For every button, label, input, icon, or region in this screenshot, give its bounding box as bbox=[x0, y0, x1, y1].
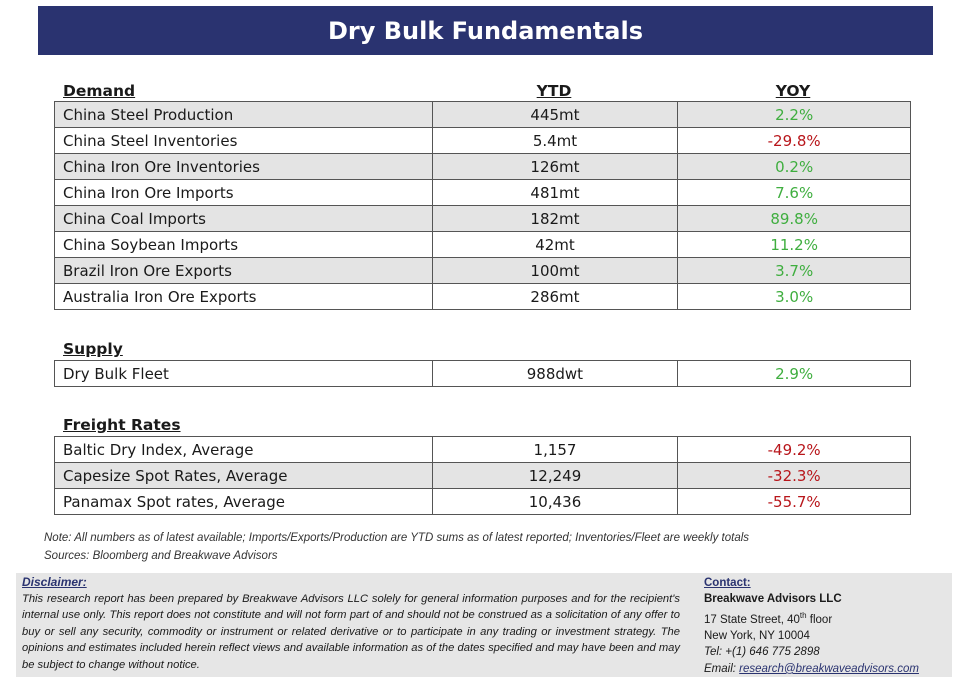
row-ytd-value: 42mt bbox=[431, 231, 679, 258]
contact-company: Breakwave Advisors LLC bbox=[704, 593, 842, 606]
row-label: Panamax Spot rates, Average bbox=[54, 488, 433, 515]
footer-panel: Disclaimer: This research report has bee… bbox=[16, 573, 952, 677]
page-title-banner: Dry Bulk Fundamentals bbox=[38, 6, 933, 55]
row-label: China Steel Production bbox=[54, 101, 433, 128]
supply-table: Dry Bulk Fleet 988dwt 2.9% bbox=[54, 360, 911, 387]
row-ytd-value: 126mt bbox=[431, 153, 679, 180]
page-title: Dry Bulk Fundamentals bbox=[328, 16, 643, 45]
contact-title: Contact: bbox=[704, 577, 751, 589]
table-row: Capesize Spot Rates, Average 12,249 -32.3% bbox=[54, 462, 911, 489]
row-ytd-value: 10,436 bbox=[431, 488, 679, 515]
table-row: China Steel Production 445mt 2.2% bbox=[54, 101, 911, 128]
note-text: Note: All numbers as of latest available… bbox=[44, 532, 750, 544]
row-label: Baltic Dry Index, Average bbox=[54, 436, 433, 463]
table-row: Baltic Dry Index, Average 1,157 -49.2% bbox=[54, 436, 911, 463]
disclaimer-title: Disclaimer: bbox=[22, 575, 87, 589]
row-label: China Steel Inventories bbox=[54, 127, 433, 154]
row-ytd-value: 5.4mt bbox=[431, 127, 679, 154]
table-row: China Soybean Imports 42mt 11.2% bbox=[54, 231, 911, 258]
contact-block: Contact: Breakwave Advisors LLC 17 State… bbox=[704, 575, 919, 677]
disclaimer-body: This research report has been prepared b… bbox=[22, 593, 680, 671]
email-link[interactable]: research@breakwaveadvisors.com bbox=[739, 662, 919, 675]
row-yoy-value: 11.2% bbox=[677, 231, 911, 258]
row-yoy-value: -55.7% bbox=[677, 488, 911, 515]
row-label: China Soybean Imports bbox=[54, 231, 433, 258]
table-row: Panamax Spot rates, Average 10,436 -55.7% bbox=[54, 488, 911, 515]
row-yoy-value: 89.8% bbox=[677, 205, 911, 232]
row-label: China Coal Imports bbox=[54, 205, 433, 232]
row-yoy-value: 0.2% bbox=[677, 153, 911, 180]
row-yoy-value: -29.8% bbox=[677, 127, 911, 154]
row-label: Dry Bulk Fleet bbox=[54, 360, 433, 387]
row-yoy-value: 2.9% bbox=[677, 360, 911, 387]
row-yoy-value: 2.2% bbox=[677, 101, 911, 128]
row-label: China Iron Ore Imports bbox=[54, 179, 433, 206]
table-row: China Iron Ore Inventories 126mt 0.2% bbox=[54, 153, 911, 180]
row-yoy-value: -32.3% bbox=[677, 462, 911, 489]
freight-table: Baltic Dry Index, Average 1,157 -49.2% Cape… bbox=[54, 436, 911, 515]
table-row: China Coal Imports 182mt 89.8% bbox=[54, 205, 911, 232]
row-label: Australia Iron Ore Exports bbox=[54, 283, 433, 310]
row-yoy-value: 7.6% bbox=[677, 179, 911, 206]
table-row: Australia Iron Ore Exports 286mt 3.0% bbox=[54, 283, 911, 310]
address-floor: floor bbox=[806, 613, 833, 626]
contact-email-line: Email: research@breakwaveadvisors.com bbox=[704, 661, 919, 677]
row-label: Brazil Iron Ore Exports bbox=[54, 257, 433, 284]
row-ytd-value: 988dwt bbox=[431, 360, 679, 387]
ytd-column-header: YTD bbox=[536, 82, 572, 100]
row-ytd-value: 1,157 bbox=[431, 436, 679, 463]
table-row: China Iron Ore Imports 481mt 7.6% bbox=[54, 179, 911, 206]
row-ytd-value: 100mt bbox=[431, 257, 679, 284]
yoy-column-header: YOY bbox=[775, 82, 811, 100]
table-row: Dry Bulk Fleet 988dwt 2.9% bbox=[54, 360, 911, 387]
sources-text: Sources: Bloomberg and Breakwave Advisor… bbox=[44, 550, 278, 562]
freight-heading: Freight Rates bbox=[63, 416, 181, 434]
table-row: China Steel Inventories 5.4mt -29.8% bbox=[54, 127, 911, 154]
row-label: China Iron Ore Inventories bbox=[54, 153, 433, 180]
row-ytd-value: 182mt bbox=[431, 205, 679, 232]
row-ytd-value: 481mt bbox=[431, 179, 679, 206]
supply-heading: Supply bbox=[63, 340, 123, 358]
row-yoy-value: 3.7% bbox=[677, 257, 911, 284]
address-street: 17 State Street, 40 bbox=[704, 613, 800, 626]
table-row: Brazil Iron Ore Exports 100mt 3.7% bbox=[54, 257, 911, 284]
row-ytd-value: 286mt bbox=[431, 283, 679, 310]
row-ytd-value: 12,249 bbox=[431, 462, 679, 489]
row-yoy-value: 3.0% bbox=[677, 283, 911, 310]
address-sup: th bbox=[799, 610, 807, 620]
contact-city: New York, NY 10004 bbox=[704, 630, 810, 643]
row-yoy-value: -49.2% bbox=[677, 436, 911, 463]
contact-tel: Tel: +(1) 646 775 2898 bbox=[704, 646, 820, 659]
demand-heading: Demand bbox=[63, 82, 136, 100]
row-label: Capesize Spot Rates, Average bbox=[54, 462, 433, 489]
demand-table: China Steel Production 445mt 2.2% China Ste… bbox=[54, 101, 911, 310]
row-ytd-value: 445mt bbox=[431, 101, 679, 128]
contact-address: 17 State Street, 40th floor bbox=[704, 608, 919, 628]
email-label: Email: bbox=[704, 662, 740, 675]
